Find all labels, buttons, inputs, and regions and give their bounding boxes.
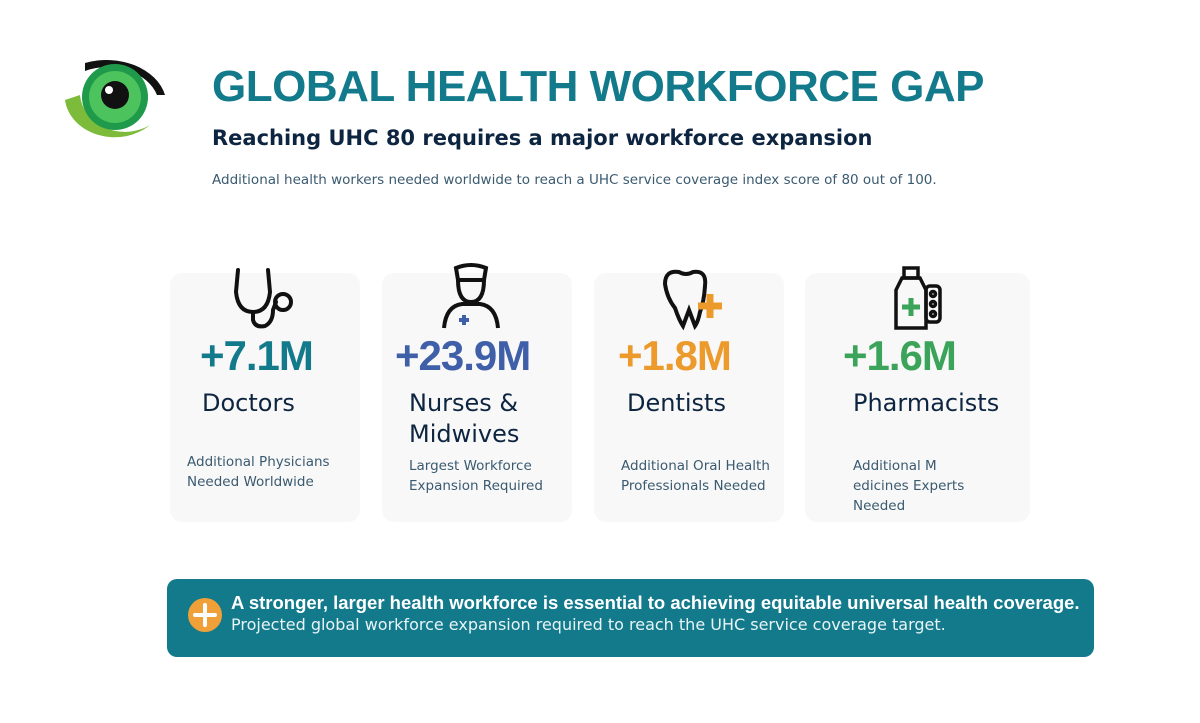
nurse-icon [442, 263, 500, 329]
card-note: Additional Oral Health Professionals Nee… [621, 458, 770, 494]
card-note: Additional M edicines Experts Needed [853, 458, 965, 514]
card-value: +23.9M [395, 332, 531, 379]
card [170, 273, 360, 522]
card [382, 273, 572, 522]
card-label: Doctors [202, 389, 295, 417]
card-label: Pharmacists [853, 389, 1000, 417]
card-value: +1.8M [618, 332, 732, 379]
plus-icon [188, 598, 222, 632]
subtitle: Reaching UHC 80 requires a major workfor… [212, 126, 873, 150]
tooth-icon [662, 269, 722, 331]
card-label: Nurses & Midwives [409, 389, 520, 448]
title: GLOBAL HEALTH WORKFORCE GAP [212, 62, 984, 111]
stethoscope-icon [233, 268, 293, 329]
card-value: +7.1M [200, 332, 314, 379]
card [805, 273, 1030, 522]
banner [167, 579, 1094, 657]
logo [65, 60, 165, 138]
banner-text: Projected global workforce expansion req… [231, 615, 946, 634]
card-label: Dentists [627, 389, 726, 417]
card-note: Additional Physicians Needed Worldwide [187, 454, 330, 490]
card-value: +1.6M [843, 332, 957, 379]
medicine-icon [894, 266, 942, 330]
description: Additional health workers needed worldwi… [212, 172, 937, 188]
banner-headline: A stronger, larger health workforce is e… [231, 592, 1080, 613]
card-note: Largest Workforce Expansion Required [409, 458, 543, 494]
